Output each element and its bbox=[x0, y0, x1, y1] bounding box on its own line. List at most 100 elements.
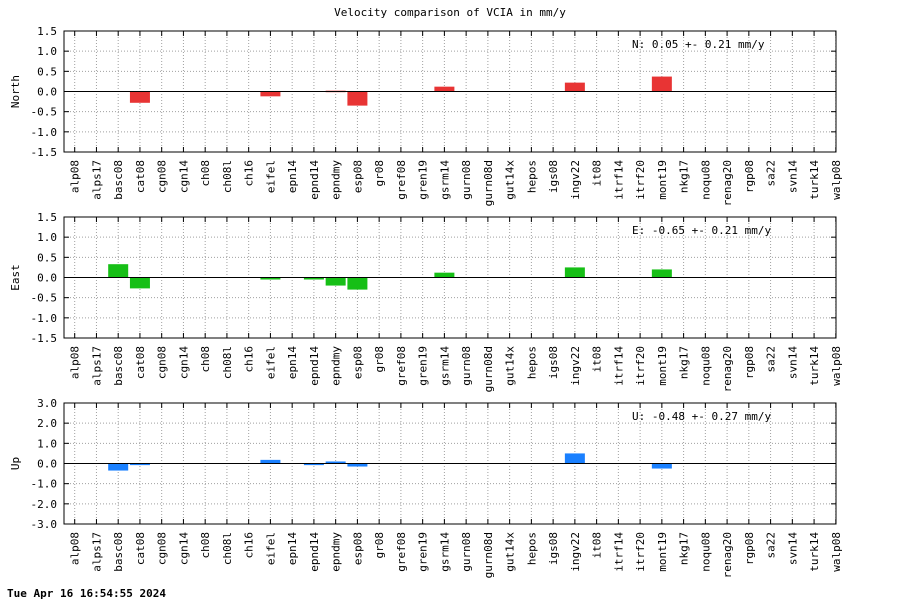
up-frame bbox=[63, 402, 837, 525]
north-bar-mont19 bbox=[651, 76, 672, 92]
east-ytick-label: 0.5 bbox=[37, 251, 57, 264]
east-bar-ingv22 bbox=[564, 267, 585, 278]
up-xtick-label: cgn08 bbox=[156, 532, 169, 565]
east-xtick-label: epndmy bbox=[330, 346, 343, 386]
east-ytick-label: 1.0 bbox=[37, 231, 57, 244]
north-xtick-label: cgn14 bbox=[177, 160, 190, 193]
up-xtick-label: nkg17 bbox=[678, 532, 691, 565]
north-bar-eifel bbox=[260, 91, 281, 97]
north-xtick-label: eifel bbox=[264, 160, 277, 193]
east-bar-basc08 bbox=[108, 264, 129, 278]
up-xtick-label: hepos bbox=[525, 532, 538, 565]
up-panel: -3.0 -2.0 -1.0 0.0 1.0 2.0 3.0 alp08 alps17 basc0… bbox=[9, 397, 843, 578]
east-bar-gsrm14 bbox=[434, 272, 455, 278]
east-xtick-label: itrf20 bbox=[634, 346, 647, 386]
north-xtick-label: alps17 bbox=[90, 160, 103, 200]
up-xtick-label: mont19 bbox=[656, 532, 669, 572]
up-xtick-label: noqu08 bbox=[699, 532, 712, 572]
up-xtick-label: gsrm14 bbox=[438, 532, 451, 572]
up-bar-ingv22 bbox=[564, 453, 585, 464]
up-xtick-label: itrf14 bbox=[612, 532, 625, 572]
east-xtick-label: renag20 bbox=[721, 346, 734, 392]
up-bar-eifel bbox=[260, 459, 281, 464]
north-xtick-label: gurn08 bbox=[460, 160, 473, 200]
north-xtick-label: nkg17 bbox=[678, 160, 691, 193]
east-bar-epnd14 bbox=[303, 277, 324, 280]
east-xtick-label: cgn14 bbox=[177, 346, 190, 379]
east-xtick-label: mont19 bbox=[656, 346, 669, 386]
east-xtick-label: noqu08 bbox=[699, 346, 712, 386]
north-xtick-label: gurn08d bbox=[482, 160, 495, 206]
north-ytick-label: -1.0 bbox=[31, 126, 58, 139]
north-xtick-label: ch08 bbox=[199, 160, 212, 187]
up-xtick-label: ingv22 bbox=[569, 532, 582, 572]
up-xtick-label: basc08 bbox=[112, 532, 125, 572]
north-xtick-label: ingv22 bbox=[569, 160, 582, 200]
north-xtick-label: igs08 bbox=[547, 160, 560, 193]
up-xtick-label: svn14 bbox=[786, 532, 799, 565]
north-xtick-label: cat08 bbox=[134, 160, 147, 193]
east-xtick-label: ingv22 bbox=[569, 346, 582, 386]
up-bar-esp08 bbox=[347, 463, 368, 467]
north-xtick-label: ch08l bbox=[221, 160, 234, 193]
north-xtick-label: ch16 bbox=[243, 160, 256, 187]
east-xtick-label: it08 bbox=[591, 346, 604, 373]
north-xtick-label: epn14 bbox=[286, 160, 299, 193]
east-xtick-label: rgp08 bbox=[743, 346, 756, 379]
up-ytick-label: 3.0 bbox=[37, 397, 57, 410]
north-bar-ingv22 bbox=[564, 82, 585, 92]
east-xtick-label: gurn08 bbox=[460, 346, 473, 386]
east-panel: -1.5 -1.0 -0.5 0.0 0.5 1.0 1.5 alp08 alps17 basc0… bbox=[9, 211, 843, 392]
east-xtick-label: gurn08d bbox=[482, 346, 495, 392]
north-panel: -1.5 -1.0 -0.5 0.0 0.5 1.0 1.5 alp08 alps17 basc0… bbox=[9, 25, 843, 206]
east-xtick-label: itrf14 bbox=[612, 346, 625, 386]
up-bar-cat08 bbox=[129, 463, 150, 466]
up-xtick-label: sa22 bbox=[765, 532, 778, 559]
up-xtick-label: gut14x bbox=[504, 532, 517, 572]
east-annotation: E: -0.65 +- 0.21 mm/y bbox=[632, 224, 771, 237]
east-xtick-label: ch08 bbox=[199, 346, 212, 373]
north-xtick-label: gren19 bbox=[417, 160, 430, 200]
east-xtick-label: gsrm14 bbox=[438, 346, 451, 386]
east-xtick-label: sa22 bbox=[765, 346, 778, 373]
north-xtick-label: gr08 bbox=[373, 160, 386, 187]
north-xtick-label: renag20 bbox=[721, 160, 734, 206]
north-xtick-label: epnd14 bbox=[308, 160, 321, 200]
north-xtick-label: noqu08 bbox=[699, 160, 712, 200]
north-xtick-label: gref08 bbox=[395, 160, 408, 200]
north-xtick-label: gsrm14 bbox=[438, 160, 451, 200]
up-xtick-label: epndmy bbox=[330, 532, 343, 572]
north-ytick-label: -0.5 bbox=[31, 106, 58, 119]
up-xtick-label: epnd14 bbox=[308, 532, 321, 572]
north-annotation: N: 0.05 +- 0.21 mm/y bbox=[632, 38, 765, 51]
north-ytick-label: 1.5 bbox=[37, 25, 57, 38]
up-xtick-label: alp08 bbox=[69, 532, 82, 565]
north-ytick-label: -1.5 bbox=[31, 146, 58, 159]
east-xtick-label: epn14 bbox=[286, 346, 299, 379]
north-xtick-label: walp08 bbox=[830, 160, 843, 200]
north-xtick-label: itrf14 bbox=[612, 160, 625, 200]
up-xtick-label: turk14 bbox=[808, 532, 821, 572]
east-xtick-label: svn14 bbox=[786, 346, 799, 379]
east-xtick-label: cat08 bbox=[134, 346, 147, 379]
east-xtick-label: alps17 bbox=[90, 346, 103, 386]
north-xtick-label: it08 bbox=[591, 160, 604, 187]
north-xtick-label: gut14x bbox=[504, 160, 517, 200]
north-xtick-label: rgp08 bbox=[743, 160, 756, 193]
up-xtick-label: cgn14 bbox=[177, 532, 190, 565]
east-xtick-label: alp08 bbox=[69, 346, 82, 379]
up-ytick-label: 0.0 bbox=[37, 458, 57, 471]
up-xtick-label: ch08 bbox=[199, 532, 212, 559]
east-xtick-label: walp08 bbox=[830, 346, 843, 386]
east-xtick-label: esp08 bbox=[351, 346, 364, 379]
north-frame bbox=[63, 30, 837, 153]
up-ytick-label: -1.0 bbox=[31, 478, 58, 491]
north-xtick-label: svn14 bbox=[786, 160, 799, 193]
up-xtick-label: cat08 bbox=[134, 532, 147, 565]
north-xtick-label: hepos bbox=[525, 160, 538, 193]
east-ytick-label: 0.0 bbox=[37, 272, 57, 285]
north-xtick-label: mont19 bbox=[656, 160, 669, 200]
east-ytick-label: -0.5 bbox=[31, 292, 58, 305]
north-ytick-label: 1.0 bbox=[37, 45, 57, 58]
